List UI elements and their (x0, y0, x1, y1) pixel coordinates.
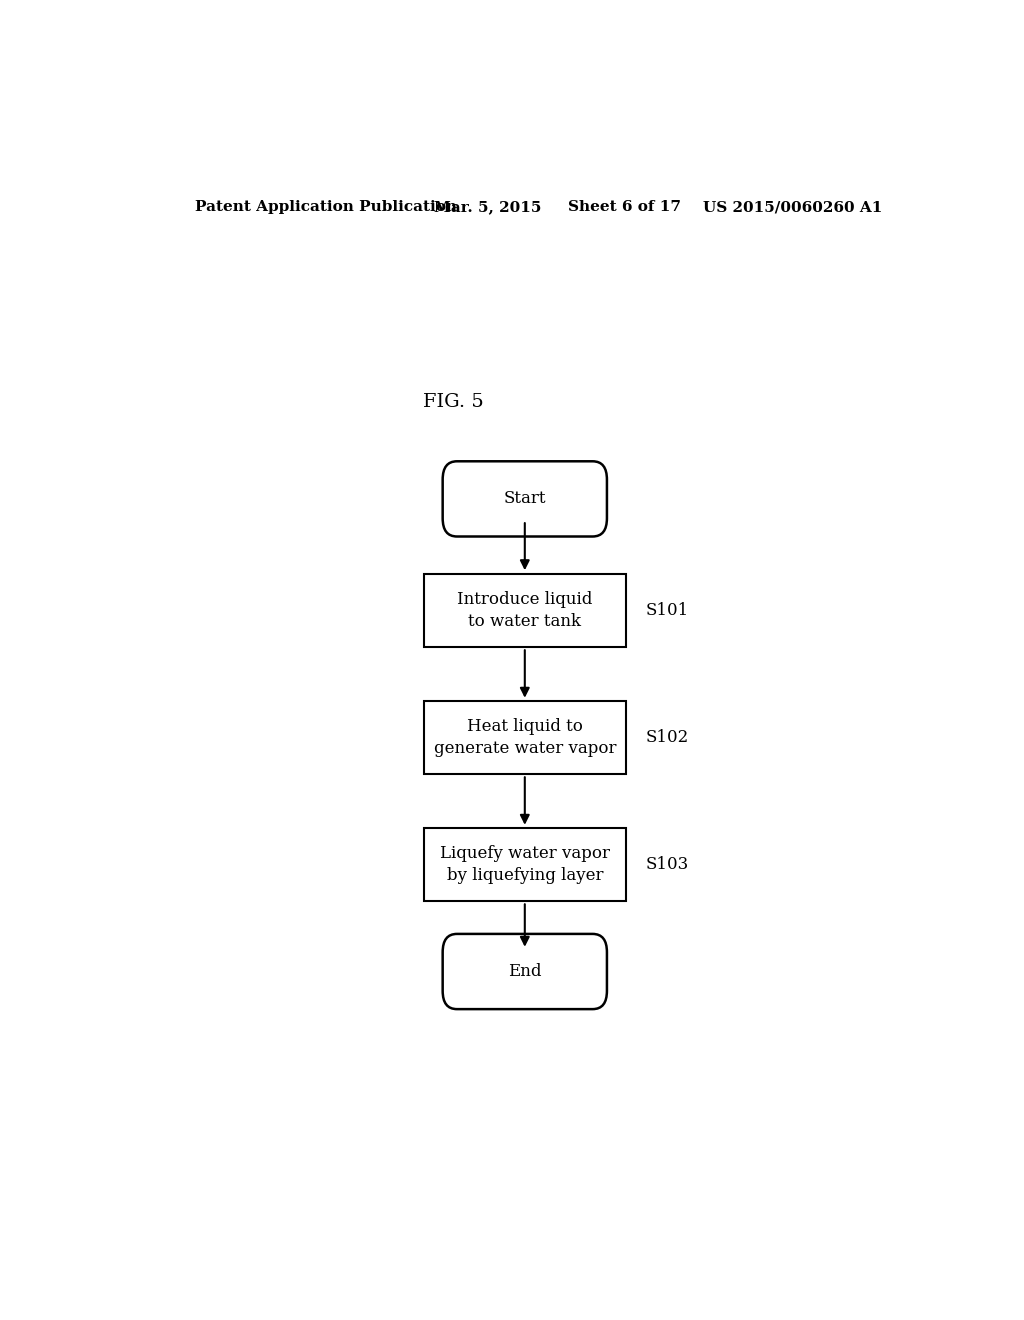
Text: FIG. 5: FIG. 5 (423, 393, 483, 412)
Text: Sheet 6 of 17: Sheet 6 of 17 (568, 201, 681, 214)
FancyBboxPatch shape (424, 828, 626, 902)
Text: Mar. 5, 2015: Mar. 5, 2015 (433, 201, 541, 214)
FancyBboxPatch shape (424, 574, 626, 647)
FancyBboxPatch shape (442, 935, 607, 1008)
Text: S102: S102 (646, 729, 689, 746)
Text: Start: Start (504, 491, 546, 507)
Text: S101: S101 (646, 602, 689, 619)
Text: End: End (508, 964, 542, 979)
Text: Heat liquid to
generate water vapor: Heat liquid to generate water vapor (433, 718, 616, 758)
Text: Liquefy water vapor
by liquefying layer: Liquefy water vapor by liquefying layer (439, 845, 610, 884)
Text: Patent Application Publication: Patent Application Publication (196, 201, 458, 214)
Text: US 2015/0060260 A1: US 2015/0060260 A1 (703, 201, 883, 214)
Text: Introduce liquid
to water tank: Introduce liquid to water tank (457, 591, 593, 630)
FancyBboxPatch shape (424, 701, 626, 775)
FancyBboxPatch shape (442, 461, 607, 536)
Text: S103: S103 (646, 857, 689, 874)
